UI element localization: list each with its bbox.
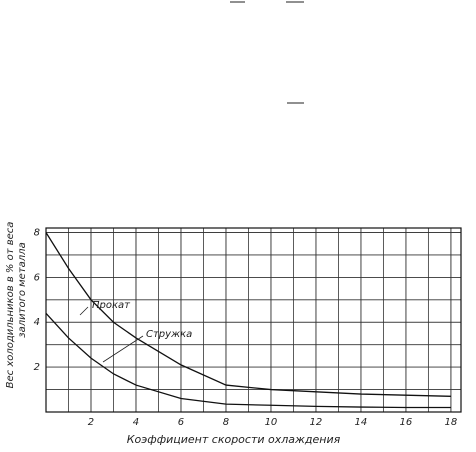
scan-fragments [230,1,304,104]
y-axis-label: Вес холодильников в % от веса [5,222,16,389]
leader-line [102,335,144,363]
x-tick-label: 10 [265,417,278,428]
series-line [45,232,451,397]
x-tick-label: 6 [178,417,184,428]
y-tick-label: 6 [34,272,40,283]
plot-frame [45,227,462,413]
y-tick-label: 2 [34,362,40,373]
y-axis-label: залитого металла [17,242,28,337]
series-label: Прокат [92,300,131,311]
series-label: Стружка [146,329,192,340]
x-axis-label: Коэффициент скорости охлаждения [127,433,341,446]
x-tick-label: 8 [223,417,229,428]
x-tick-label: 14 [355,417,368,428]
leader-line [79,306,89,316]
x-tick-label: 2 [88,417,94,428]
series-line [45,312,451,409]
x-tick-label: 4 [133,417,139,428]
x-tick-label: 16 [400,417,413,428]
y-tick-label: 4 [34,317,40,328]
x-tick-label: 12 [310,417,323,428]
y-tick-label: 8 [34,227,40,238]
x-tick-label: 18 [445,417,458,428]
